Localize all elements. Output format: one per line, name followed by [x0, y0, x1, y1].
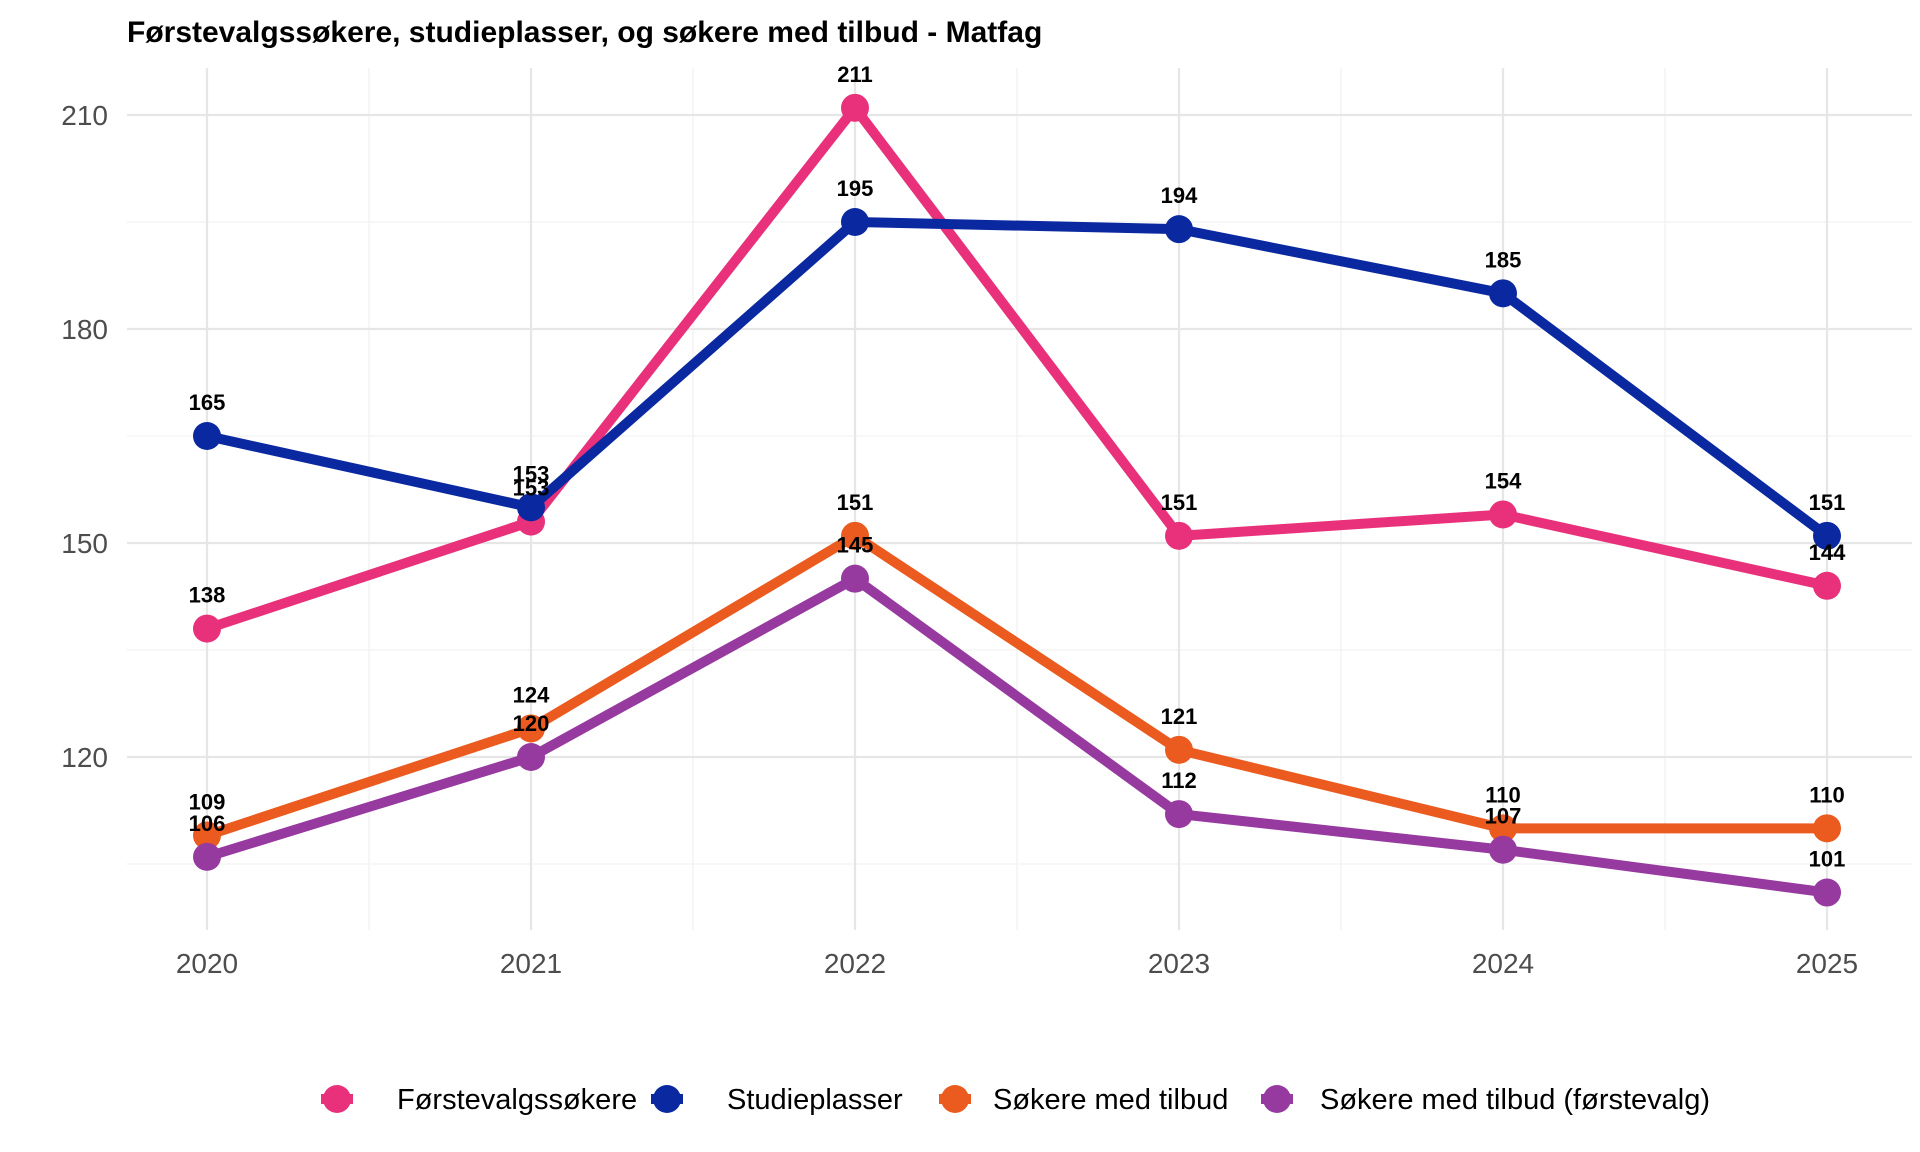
- data-point: [1813, 571, 1841, 600]
- data-label: 194: [1161, 183, 1198, 208]
- legend-item: Søkere med tilbud (førstevalg): [1261, 1084, 1710, 1116]
- data-point: [517, 714, 545, 743]
- data-label: 110: [1485, 782, 1521, 807]
- data-label: 144: [1809, 540, 1846, 565]
- data-label: 211: [837, 62, 873, 87]
- data-label: 138: [189, 583, 226, 608]
- legend: Førstevalgssøkere Studieplasser Søkere med…: [321, 1084, 1710, 1116]
- data-label: 151: [837, 490, 874, 515]
- legend-item: Førstevalgssøkere: [321, 1084, 637, 1116]
- series-line: [202, 102, 1832, 634]
- data-label: 101: [1809, 847, 1846, 872]
- data-label: 112: [1161, 768, 1197, 793]
- data-point: [1489, 835, 1517, 864]
- series-lines: [193, 93, 1841, 907]
- data-label: 151: [1161, 490, 1198, 515]
- data-point: [1165, 800, 1193, 829]
- series-line: [202, 530, 1832, 841]
- data-point: [1165, 521, 1193, 550]
- data-label: 106: [189, 811, 226, 836]
- y-tick-label: 120: [61, 742, 108, 773]
- data-point: [1165, 215, 1193, 244]
- legend-swatch-dot: [323, 1085, 351, 1113]
- y-tick-label: 210: [61, 100, 108, 131]
- data-label: 121: [1161, 704, 1198, 729]
- data-point: [193, 614, 221, 643]
- legend-label: Førstevalgssøkere: [397, 1084, 637, 1116]
- x-tick-label: 2021: [500, 948, 562, 979]
- data-point: [1813, 878, 1841, 907]
- legend-label: Studieplasser: [727, 1084, 903, 1116]
- data-point: [193, 842, 221, 871]
- series-line: [202, 573, 1832, 898]
- data-point: [193, 422, 221, 450]
- data-point: [841, 521, 869, 550]
- data-point: [517, 743, 545, 771]
- data-label: 153: [513, 476, 550, 501]
- chart-title: Førstevalgssøkere, studieplasser, og søk…: [127, 16, 1042, 49]
- data-label: 120: [513, 711, 550, 736]
- y-tick-label: 150: [61, 528, 108, 559]
- legend-label: Søkere med tilbud: [993, 1084, 1228, 1116]
- data-point: [517, 493, 545, 522]
- data-label: 145: [837, 533, 874, 558]
- data-label: 165: [189, 390, 226, 415]
- data-point: [1813, 814, 1841, 843]
- data-label: 185: [1485, 247, 1522, 272]
- legend-item: Søkere med tilbud: [939, 1084, 1228, 1116]
- x-tick-label: 2022: [824, 948, 886, 979]
- x-tick-label: 2024: [1472, 948, 1534, 979]
- data-label: 195: [837, 176, 874, 201]
- data-label: 153: [513, 461, 550, 486]
- data-point: [1489, 814, 1517, 843]
- legend-swatch-dot: [653, 1085, 681, 1113]
- data-point: [1489, 279, 1517, 308]
- x-tick-label: 2023: [1148, 948, 1210, 979]
- data-label: 110: [1809, 782, 1845, 807]
- y-tick-label: 180: [61, 314, 108, 345]
- legend-swatch-dot: [1263, 1085, 1291, 1113]
- data-label: 107: [1485, 804, 1522, 829]
- data-point: [1489, 500, 1517, 529]
- series-line: [202, 217, 1832, 541]
- data-point: [193, 821, 221, 850]
- x-tick-label: 2025: [1796, 948, 1858, 979]
- data-point: [1165, 735, 1193, 764]
- data-label: 154: [1485, 468, 1522, 493]
- data-point: [841, 93, 869, 122]
- data-label: 151: [1809, 490, 1846, 515]
- legend-item: Studieplasser: [651, 1084, 903, 1116]
- legend-label: Søkere med tilbud (førstevalg): [1320, 1084, 1710, 1116]
- x-tick-label: 2020: [176, 948, 238, 979]
- data-label: 124: [513, 682, 550, 707]
- data-label: 109: [189, 789, 226, 814]
- axis-ticks: 120 150 180 210 2020 2021 2022 2023 2024 2025: [61, 100, 1858, 979]
- data-point: [1813, 521, 1841, 550]
- data-point: [841, 564, 869, 593]
- legend-swatch-dot: [941, 1085, 969, 1113]
- data-point: [841, 208, 869, 236]
